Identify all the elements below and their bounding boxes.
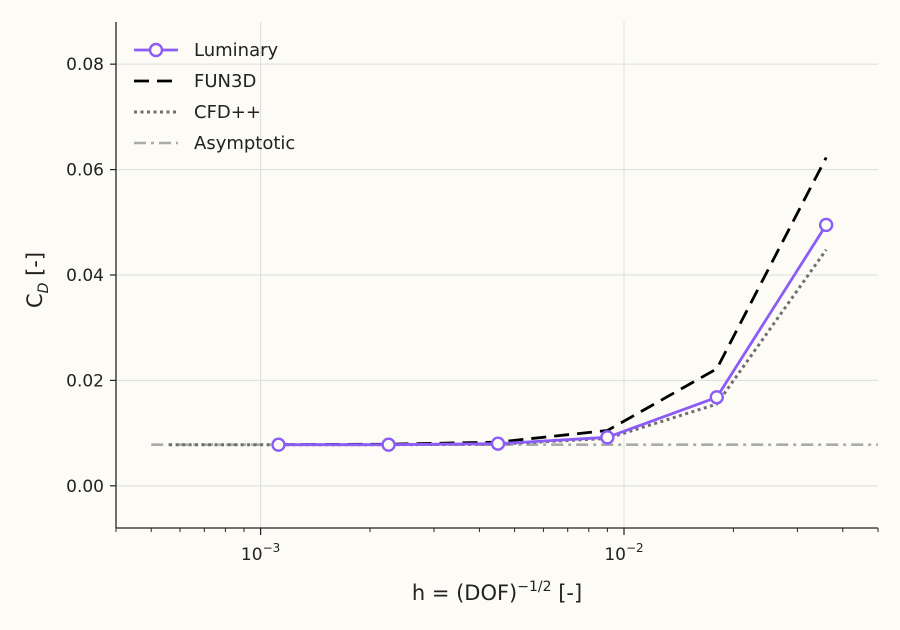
x-axis-label: h = (DOF)−1/2 [-] — [412, 579, 582, 605]
legend-item: Asymptotic — [134, 133, 295, 154]
legend-label: Luminary — [194, 40, 278, 61]
x-tick-label: 10−3 — [241, 541, 280, 565]
y-tick-label: 0.06 — [66, 161, 104, 181]
data-point-marker — [600, 430, 615, 445]
legend-label: Asymptotic — [194, 133, 295, 154]
series-line-fun3d — [278, 156, 828, 447]
legend: Luminary FUN3D CFD++ Asymptotic — [134, 40, 295, 154]
y-tick-label: 0.00 — [66, 477, 104, 497]
legend-marker — [148, 42, 164, 58]
x-tick-label: 10−2 — [604, 541, 643, 565]
y-tick-label: 0.04 — [66, 266, 104, 286]
ticks: 0.00 0.02 0.04 0.06 0.08 10−3 10−2 — [66, 55, 879, 565]
y-axis-label: CD [-] — [23, 252, 52, 308]
data-point-marker — [271, 437, 286, 452]
grid — [116, 22, 878, 528]
data-point-marker — [709, 390, 724, 405]
y-tick-label: 0.08 — [66, 55, 104, 75]
data-point-marker — [490, 436, 506, 451]
series-layer — [151, 156, 878, 452]
legend-item: Luminary — [134, 40, 278, 61]
legend-item: FUN3D — [134, 71, 256, 92]
data-point-marker — [818, 217, 834, 233]
y-tick-label: 0.02 — [66, 371, 104, 391]
data-point-marker — [381, 437, 396, 452]
legend-item: CFD++ — [134, 102, 261, 123]
legend-label: CFD++ — [194, 102, 261, 123]
legend-label: FUN3D — [194, 71, 256, 92]
series-line-luminary — [278, 224, 828, 447]
